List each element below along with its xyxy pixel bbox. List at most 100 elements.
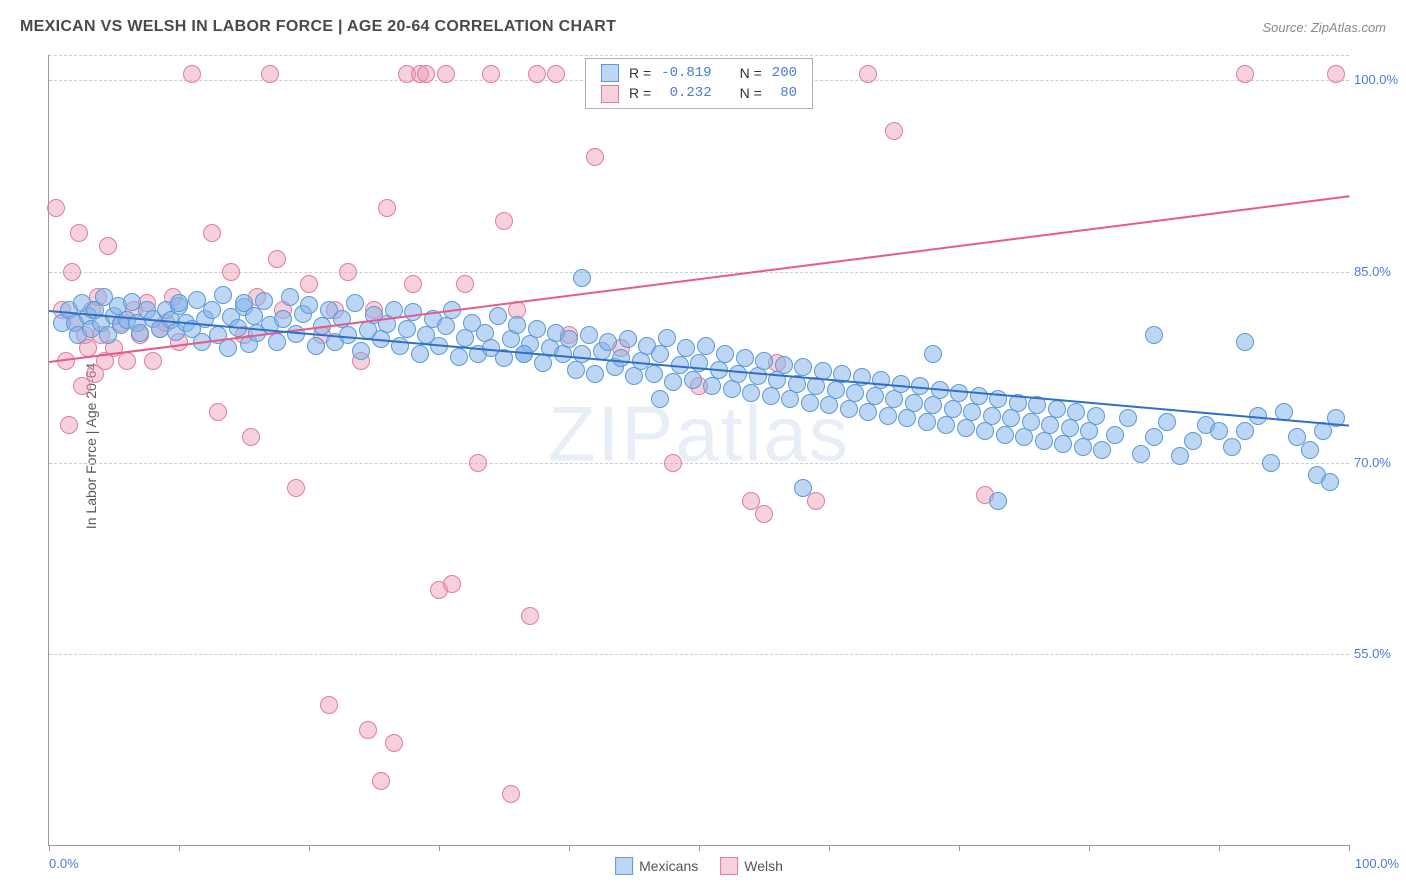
mexicans-point xyxy=(944,400,962,418)
mexicans-point xyxy=(612,349,630,367)
x-tick xyxy=(829,845,830,851)
mexicans-point xyxy=(1067,403,1085,421)
welsh-point xyxy=(521,607,539,625)
legend-label: Welsh xyxy=(744,858,783,874)
mexicans-point xyxy=(1119,409,1137,427)
mexicans-point xyxy=(879,407,897,425)
mexicans-point xyxy=(170,294,188,312)
legend-swatch xyxy=(601,64,619,82)
x-tick xyxy=(699,845,700,851)
mexicans-point xyxy=(391,337,409,355)
mexicans-point xyxy=(1106,426,1124,444)
x-tick-label-start: 0.0% xyxy=(49,856,79,871)
mexicans-point xyxy=(450,348,468,366)
mexicans-point xyxy=(703,377,721,395)
mexicans-point xyxy=(1035,432,1053,450)
welsh-point xyxy=(586,148,604,166)
gridline xyxy=(49,463,1349,464)
r-value: -0.819 xyxy=(656,63,716,83)
x-tick xyxy=(439,845,440,851)
welsh-point xyxy=(859,65,877,83)
welsh-point xyxy=(47,199,65,217)
welsh-point xyxy=(209,403,227,421)
welsh-point xyxy=(60,416,78,434)
mexicans-point xyxy=(742,384,760,402)
chart-area: ZIPatlas 55.0%70.0%85.0%100.0%0.0%100.0%… xyxy=(48,55,1349,846)
mexicans-point xyxy=(1093,441,1111,459)
mexicans-point xyxy=(1301,441,1319,459)
welsh-point xyxy=(547,65,565,83)
welsh-point xyxy=(359,721,377,739)
mexicans-point xyxy=(905,394,923,412)
gridline xyxy=(49,55,1349,56)
mexicans-point xyxy=(1087,407,1105,425)
x-tick xyxy=(179,845,180,851)
mexicans-point xyxy=(1061,419,1079,437)
welsh-point xyxy=(469,454,487,472)
mexicans-point xyxy=(1210,422,1228,440)
x-tick xyxy=(569,845,570,851)
mexicans-point xyxy=(255,292,273,310)
mexicans-point xyxy=(599,333,617,351)
welsh-point xyxy=(339,263,357,281)
y-tick-label: 55.0% xyxy=(1354,646,1399,661)
mexicans-point xyxy=(794,358,812,376)
welsh-point xyxy=(482,65,500,83)
x-tick xyxy=(1219,845,1220,851)
legend-label: Mexicans xyxy=(639,858,698,874)
x-tick xyxy=(1089,845,1090,851)
mexicans-point xyxy=(840,400,858,418)
mexicans-point xyxy=(827,381,845,399)
series-legend: Mexicans Welsh xyxy=(615,857,783,875)
mexicans-point xyxy=(214,286,232,304)
x-tick xyxy=(1349,845,1350,851)
welsh-point xyxy=(99,237,117,255)
welsh-point xyxy=(456,275,474,293)
welsh-point xyxy=(807,492,825,510)
welsh-point xyxy=(404,275,422,293)
n-value: 80 xyxy=(767,83,802,103)
mexicans-point xyxy=(1184,432,1202,450)
mexicans-point xyxy=(1171,447,1189,465)
welsh-point xyxy=(495,212,513,230)
mexicans-point xyxy=(1262,454,1280,472)
welsh-point xyxy=(502,785,520,803)
chart-header: MEXICAN VS WELSH IN LABOR FORCE | AGE 20… xyxy=(20,18,1386,36)
legend-item: Mexicans xyxy=(615,857,698,875)
mexicans-point xyxy=(560,330,578,348)
mexicans-point xyxy=(268,333,286,351)
welsh-point xyxy=(528,65,546,83)
mexicans-point xyxy=(1132,445,1150,463)
welsh-point xyxy=(417,65,435,83)
mexicans-point xyxy=(580,326,598,344)
mexicans-point xyxy=(801,394,819,412)
mexicans-point xyxy=(1022,413,1040,431)
gridline xyxy=(49,654,1349,655)
welsh-point xyxy=(378,199,396,217)
welsh-point xyxy=(1236,65,1254,83)
mexicans-point xyxy=(651,345,669,363)
mexicans-point xyxy=(404,303,422,321)
mexicans-point xyxy=(872,371,890,389)
welsh-point xyxy=(755,505,773,523)
r-value: 0.232 xyxy=(656,83,716,103)
welsh-point xyxy=(261,65,279,83)
mexicans-point xyxy=(697,337,715,355)
x-tick xyxy=(49,845,50,851)
gridline xyxy=(49,272,1349,273)
y-tick-label: 70.0% xyxy=(1354,455,1399,470)
mexicans-point xyxy=(489,307,507,325)
welsh-point xyxy=(183,65,201,83)
correlation-legend: R =-0.819N =200R =0.232N =80 xyxy=(585,58,813,109)
mexicans-point xyxy=(274,310,292,328)
mexicans-point xyxy=(1158,413,1176,431)
legend-item: Welsh xyxy=(720,857,783,875)
mexicans-point xyxy=(924,345,942,363)
welsh-point xyxy=(203,224,221,242)
welsh-point xyxy=(320,696,338,714)
n-label: N = xyxy=(735,83,767,103)
mexicans-point xyxy=(346,294,364,312)
mexicans-point xyxy=(762,387,780,405)
legend-swatch xyxy=(601,85,619,103)
welsh-point xyxy=(268,250,286,268)
